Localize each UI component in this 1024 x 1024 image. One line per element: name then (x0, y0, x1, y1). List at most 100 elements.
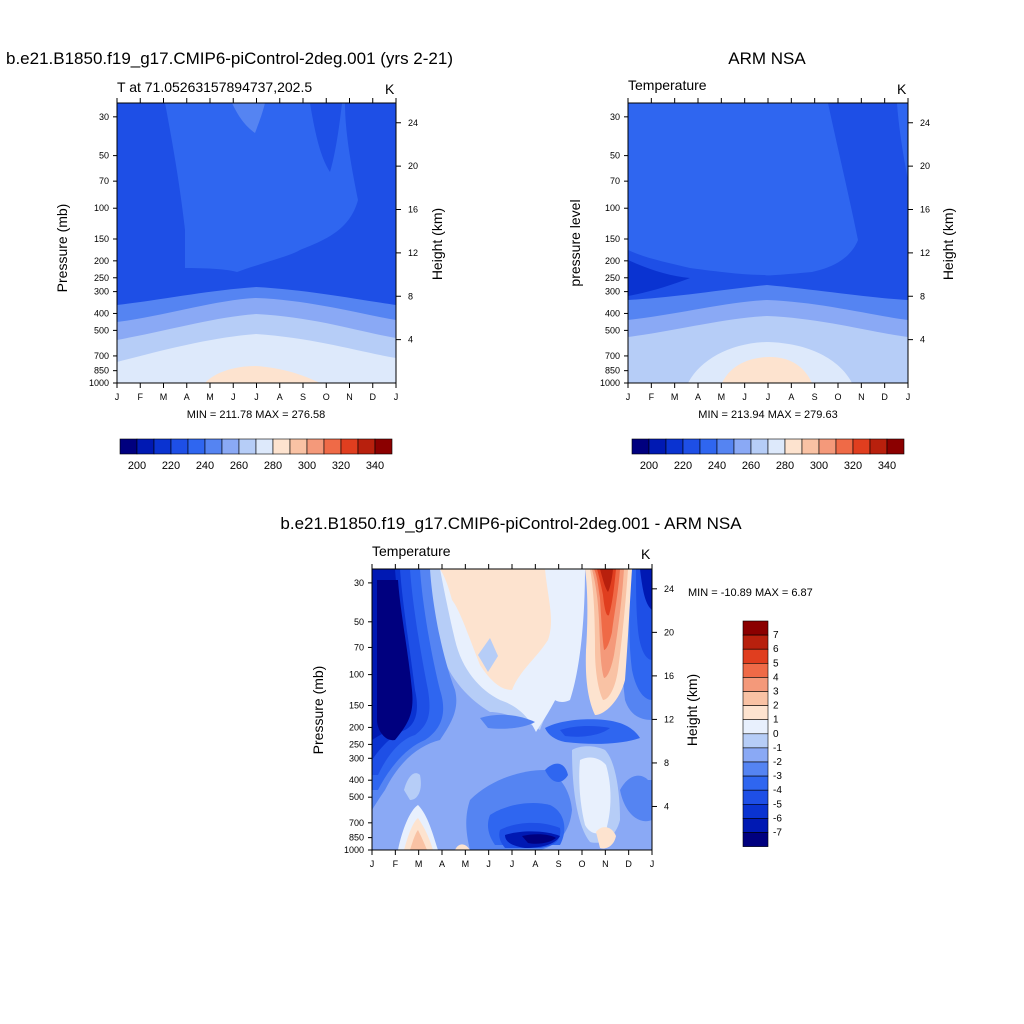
colorbar-box-diff (742, 789, 769, 805)
y-right-tick-label-obs: 4 (920, 335, 925, 345)
contour-field-diff (372, 569, 652, 850)
units-string-obs: K (897, 81, 907, 97)
y-tick-label-obs: 50 (610, 151, 620, 161)
colorbar-box-model (221, 438, 240, 455)
x-tick-label-model: M (160, 392, 168, 402)
y-tick-label-model: 300 (94, 287, 109, 297)
colorbar-box-diff (742, 832, 769, 847)
colorbar-box-diff (742, 705, 769, 720)
panel-title-model: b.e21.B1850.f19_g17.CMIP6-piControl-2deg… (6, 49, 453, 68)
contour-field-model (117, 103, 396, 383)
x-tick-label-model: N (346, 392, 353, 402)
colorbar-box-diff (742, 733, 769, 749)
x-tick-label-diff: S (556, 859, 562, 869)
colorbar-box-model (272, 438, 291, 455)
y-tick-label-diff: 300 (349, 753, 364, 763)
x-tick-label-diff: F (393, 859, 399, 869)
y-tick-label-model: 200 (94, 256, 109, 266)
y-tick-label-model: 400 (94, 308, 109, 318)
colorbar-label-diff: 6 (773, 644, 779, 655)
x-tick-label-model: D (370, 392, 377, 402)
colorbar-label-model: 320 (332, 460, 350, 472)
y-tick-label-diff: 250 (349, 739, 364, 749)
colorbar-box-obs (631, 438, 650, 455)
y-right-tick-label-diff: 4 (664, 801, 669, 811)
y-tick-label-model: 150 (94, 234, 109, 244)
colorbar-box-diff (742, 648, 769, 664)
units-string-model: K (385, 81, 395, 97)
y-right-tick-label-obs: 12 (920, 248, 930, 258)
y-tick-label-model: 30 (99, 112, 109, 122)
minmax-model: MIN = 211.78 MAX = 276.58 (186, 409, 326, 421)
x-tick-label-diff: D (625, 859, 632, 869)
x-tick-label-model: J (394, 392, 399, 402)
y-tick-label-diff: 70 (354, 642, 364, 652)
y-tick-label-obs: 250 (605, 273, 620, 283)
y-tick-label-model: 50 (99, 151, 109, 161)
colorbar-label-obs: 300 (810, 460, 828, 472)
colorbar-label-model: 280 (264, 460, 282, 472)
colorbar-label-obs: 260 (742, 460, 760, 472)
colorbar-label-diff: -5 (773, 799, 782, 810)
colorbar-box-model (136, 438, 155, 455)
colorbar-label-diff: -4 (773, 785, 782, 796)
y-tick-label-model: 700 (94, 351, 109, 361)
x-tick-label-diff: A (532, 859, 538, 869)
x-tick-label-model: J (231, 392, 236, 402)
colorbar-box-diff (742, 818, 769, 833)
x-tick-label-diff: A (439, 859, 445, 869)
colorbar-box-obs (835, 438, 854, 455)
y-tick-label-obs: 300 (605, 287, 620, 297)
colorbar-box-diff (742, 691, 769, 706)
x-tick-label-diff: O (578, 859, 585, 869)
y-tick-label-diff: 150 (349, 700, 364, 710)
colorbar-label-obs: 320 (844, 460, 862, 472)
x-tick-label-obs: J (626, 392, 631, 402)
y-tick-label-diff: 100 (349, 670, 364, 680)
y-tick-label-obs: 30 (610, 112, 620, 122)
y-tick-label-diff: 1000 (344, 845, 364, 855)
y-tick-label-model: 1000 (89, 378, 109, 388)
colorbar-box-obs (767, 438, 786, 455)
y-tick-label-diff: 30 (354, 578, 364, 588)
colorbar-label-diff: 0 (773, 729, 779, 740)
y-right-tick-label-diff: 16 (664, 671, 674, 681)
colorbar-box-model (374, 438, 393, 455)
colorbar-box-model (170, 438, 189, 455)
colorbar-box-diff (742, 803, 769, 819)
colorbar-box-obs (801, 438, 820, 455)
panel-title-obs: ARM NSA (728, 49, 806, 68)
colorbar-box-obs (784, 438, 803, 455)
x-tick-label-model: J (254, 392, 259, 402)
x-tick-label-diff: J (486, 859, 491, 869)
y-tick-label-obs: 100 (605, 203, 620, 213)
y-tick-label-diff: 200 (349, 722, 364, 732)
colorbar-label-model: 260 (230, 460, 248, 472)
x-tick-label-diff: J (370, 859, 375, 869)
units-string-diff: K (641, 546, 651, 562)
y-right-tick-label-obs: 16 (920, 205, 930, 215)
colorbar-box-model (238, 438, 257, 455)
x-tick-label-obs: A (788, 392, 794, 402)
y-tick-label-obs: 850 (605, 366, 620, 376)
left-string-model: T at 71.05263157894737,202.5 (117, 79, 313, 95)
x-tick-label-model: A (184, 392, 190, 402)
y-tick-label-diff: 400 (349, 775, 364, 785)
colorbar-box-model (289, 438, 308, 455)
y-tick-label-diff: 700 (349, 818, 364, 828)
colorbar-label-obs: 340 (878, 460, 896, 472)
x-tick-label-diff: J (650, 859, 655, 869)
x-tick-label-obs: S (812, 392, 818, 402)
x-tick-label-model: O (323, 392, 330, 402)
colorbar-box-diff (742, 761, 769, 777)
colorbar-box-diff (742, 719, 769, 735)
y-tick-label-obs: 400 (605, 308, 620, 318)
colorbar-box-obs (886, 438, 905, 455)
colorbar-box-diff (742, 747, 769, 763)
x-tick-label-obs: N (858, 392, 865, 402)
y-right-tick-label-diff: 20 (664, 627, 674, 637)
panel-title-diff: b.e21.B1850.f19_g17.CMIP6-piControl-2deg… (280, 514, 742, 533)
colorbar-label-diff: -6 (773, 813, 782, 824)
y-right-tick-label-model: 4 (408, 335, 413, 345)
